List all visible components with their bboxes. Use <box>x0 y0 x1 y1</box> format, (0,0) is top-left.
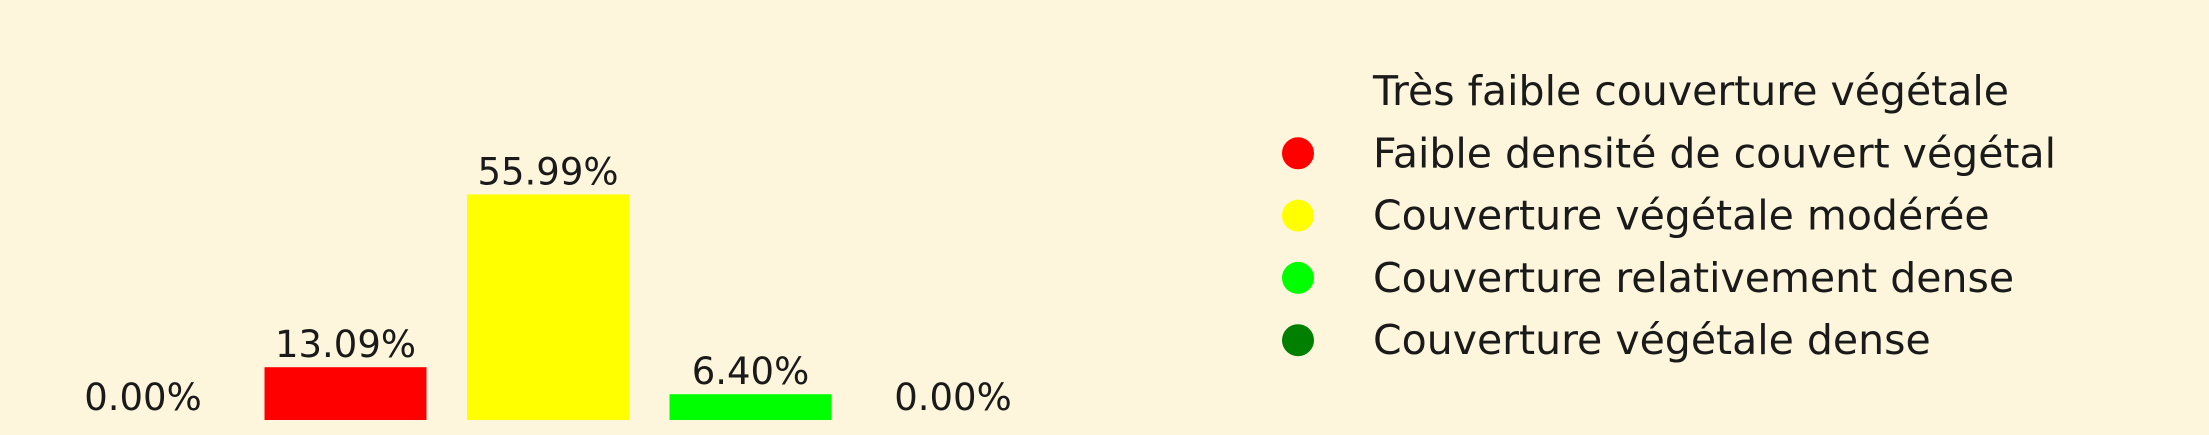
legend-label-2: Faible densité de couvert végétal <box>1373 129 2056 177</box>
bar-value-label-5: 0.00% <box>894 376 1012 419</box>
legend-marker-3 <box>1282 200 1314 232</box>
legend-marker-1 <box>1282 75 1314 107</box>
legend-label-3: Couverture végétale modérée <box>1373 192 1990 240</box>
bar-4 <box>670 394 832 420</box>
legend: Très faible couverture végétale Faible de… <box>1282 67 2056 364</box>
legend-marker-5 <box>1282 324 1314 356</box>
bar-value-label-4: 6.40% <box>692 350 810 393</box>
bar-value-label-3: 55.99% <box>477 150 618 193</box>
legend-marker-2 <box>1282 137 1314 169</box>
legend-label-5: Couverture végétale dense <box>1373 316 1931 364</box>
legend-label-1: Très faible couverture végétale <box>1372 67 2009 115</box>
bar-value-label-2: 13.09% <box>275 323 416 366</box>
bar-3 <box>467 194 629 420</box>
bar-value-label-1: 0.00% <box>84 376 202 419</box>
bar-2 <box>265 367 427 420</box>
legend-label-4: Couverture relativement dense <box>1373 254 2014 302</box>
legend-marker-4 <box>1282 262 1314 294</box>
